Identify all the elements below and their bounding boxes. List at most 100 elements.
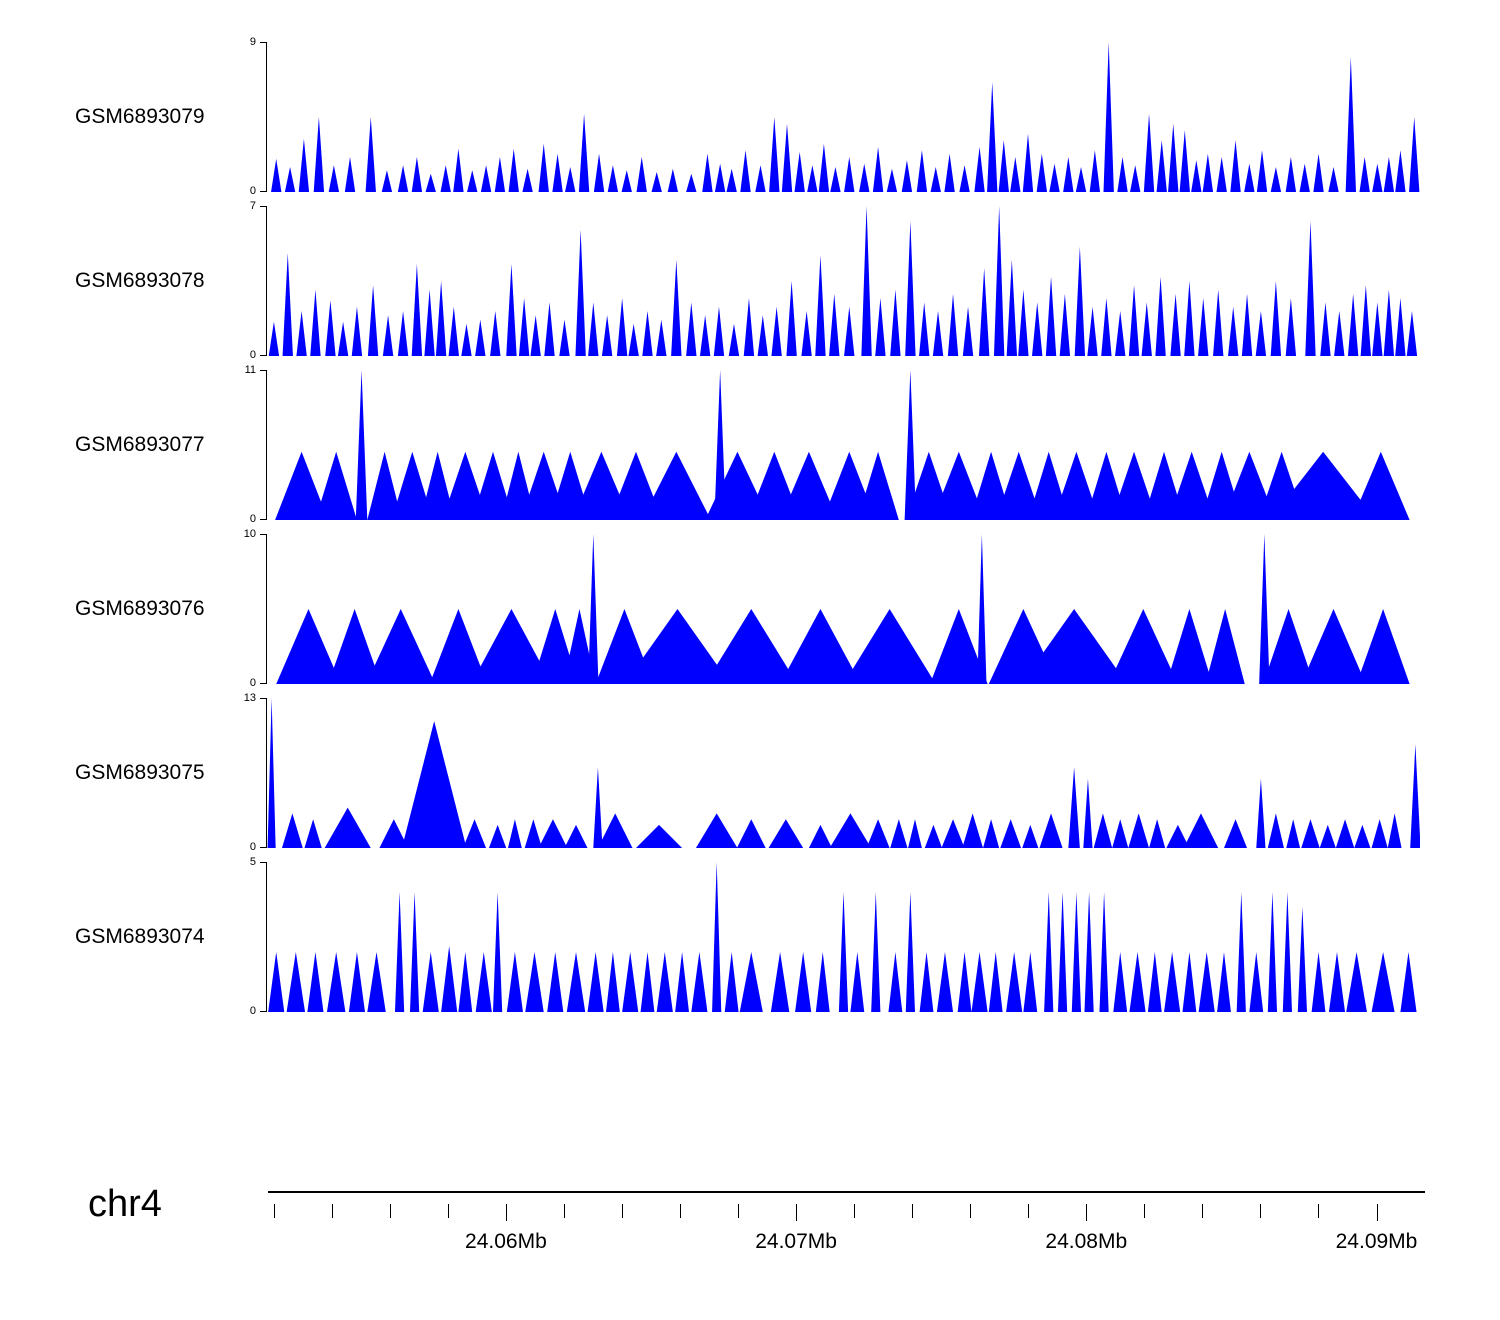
y-max-label: 5 xyxy=(249,856,256,868)
axis-minor-tick xyxy=(331,1204,333,1218)
coverage-peak xyxy=(1087,306,1098,356)
coverage-peak xyxy=(607,165,619,192)
coverage-peak xyxy=(728,323,740,356)
coverage-peak xyxy=(442,451,489,520)
coverage-peak xyxy=(1319,824,1336,848)
coverage-peak xyxy=(699,315,711,356)
coverage-peak xyxy=(1128,813,1150,848)
coverage-peak xyxy=(807,165,818,192)
coverage-peak xyxy=(1267,892,1278,1012)
genome-axis-line xyxy=(268,1191,1425,1193)
coverage-peak xyxy=(1198,298,1209,356)
coverage-peak xyxy=(726,168,737,192)
coverage-peak xyxy=(936,952,954,1012)
coverage-peak xyxy=(974,147,985,192)
coverage-peak xyxy=(795,952,812,1012)
coverage-peak xyxy=(671,259,682,356)
coverage-peak xyxy=(1023,952,1038,1012)
coverage-peak xyxy=(382,315,394,356)
coverage-peak xyxy=(310,289,321,356)
y-zero-label: 0 xyxy=(249,349,256,361)
coverage-peak xyxy=(635,824,683,848)
coverage-peak xyxy=(872,147,884,192)
coverage-peak xyxy=(1270,167,1282,192)
coverage-peak xyxy=(475,952,492,1012)
axis-tick-label: 24.07Mb xyxy=(755,1230,837,1253)
coverage-peak xyxy=(1406,311,1418,356)
coverage-peak xyxy=(490,311,501,356)
coverage-peak xyxy=(1099,892,1109,1012)
axis-minor-tick xyxy=(970,1204,972,1218)
coverage-peak xyxy=(284,167,296,192)
coverage-peak xyxy=(307,952,324,1012)
y-zero-label: 0 xyxy=(249,841,256,853)
coverage-peak xyxy=(1354,824,1371,848)
coverage-peak xyxy=(844,306,855,356)
coverage-peak xyxy=(686,302,697,356)
coverage-peak xyxy=(1108,609,1178,684)
y-axis-line xyxy=(266,370,267,520)
coverage-peak xyxy=(1022,133,1034,192)
axis-minor-tick xyxy=(273,1204,275,1218)
coverage-peak xyxy=(494,157,506,192)
coverage-peak xyxy=(919,952,934,1012)
coverage-peak xyxy=(1182,952,1197,1012)
y-axis-tick xyxy=(260,206,266,207)
coverage-peak xyxy=(957,952,972,1012)
y-axis-tick xyxy=(260,1011,266,1012)
coverage-peak xyxy=(381,170,393,192)
coverage-peak xyxy=(651,172,662,192)
coverage-peak xyxy=(1359,157,1370,192)
coverage-area-plot xyxy=(268,862,1417,1012)
coverage-peak xyxy=(397,311,409,356)
coverage-peak xyxy=(506,263,517,356)
coverage-peak xyxy=(324,807,371,848)
coverage-peak xyxy=(593,153,605,192)
coverage-peak xyxy=(351,306,363,356)
coverage-peak xyxy=(1217,952,1231,1012)
coverage-peak xyxy=(1049,163,1060,192)
coverage-peak xyxy=(588,302,599,356)
axis-tick-label: 24.06Mb xyxy=(465,1230,547,1253)
genome-axis: chr4 24.06Mb 24.07Mb 24.08Mb 24.09Mb xyxy=(0,1183,1500,1286)
coverage-peak xyxy=(959,165,970,192)
coverage-peak xyxy=(1147,952,1162,1012)
coverage-peak xyxy=(875,298,886,356)
coverage-peak xyxy=(282,253,293,356)
coverage-peak xyxy=(394,892,405,1012)
coverage-peak xyxy=(315,451,357,520)
coverage-peak xyxy=(348,952,366,1012)
coverage-peak xyxy=(822,451,876,520)
coverage-track: GSM6893079 9 0 xyxy=(0,37,1500,197)
coverage-peak xyxy=(794,152,805,192)
coverage-peak xyxy=(1301,819,1320,848)
coverage-peak xyxy=(1205,609,1245,684)
coverage-peak xyxy=(740,150,751,192)
coverage-peak xyxy=(522,168,533,192)
track-label: GSM6893076 xyxy=(75,597,205,620)
track-label: GSM6893074 xyxy=(75,925,205,948)
coverage-peak xyxy=(367,952,386,1012)
coverage-peak xyxy=(1270,451,1377,520)
coverage-peak xyxy=(890,819,908,848)
coverage-peak xyxy=(1383,157,1395,192)
coverage-peak xyxy=(268,952,285,1012)
coverage-peak xyxy=(1059,293,1071,356)
coverage-peak xyxy=(987,82,998,192)
coverage-peak xyxy=(281,813,303,848)
coverage-peak xyxy=(993,206,1005,356)
coverage-peak xyxy=(901,160,913,192)
axis-minor-tick xyxy=(389,1204,391,1218)
coverage-peak xyxy=(1117,157,1128,192)
coverage-peak xyxy=(588,534,599,684)
coverage-peak xyxy=(866,819,890,848)
coverage-peak xyxy=(507,819,522,848)
coverage-peak xyxy=(566,952,586,1012)
coverage-peak xyxy=(724,952,739,1012)
axis-major-tick xyxy=(1086,1204,1088,1221)
coverage-peak xyxy=(944,153,955,192)
coverage-peak xyxy=(1112,819,1129,848)
coverage-peak xyxy=(771,306,782,356)
coverage-peak xyxy=(1285,157,1297,192)
coverage-peak xyxy=(904,370,917,520)
